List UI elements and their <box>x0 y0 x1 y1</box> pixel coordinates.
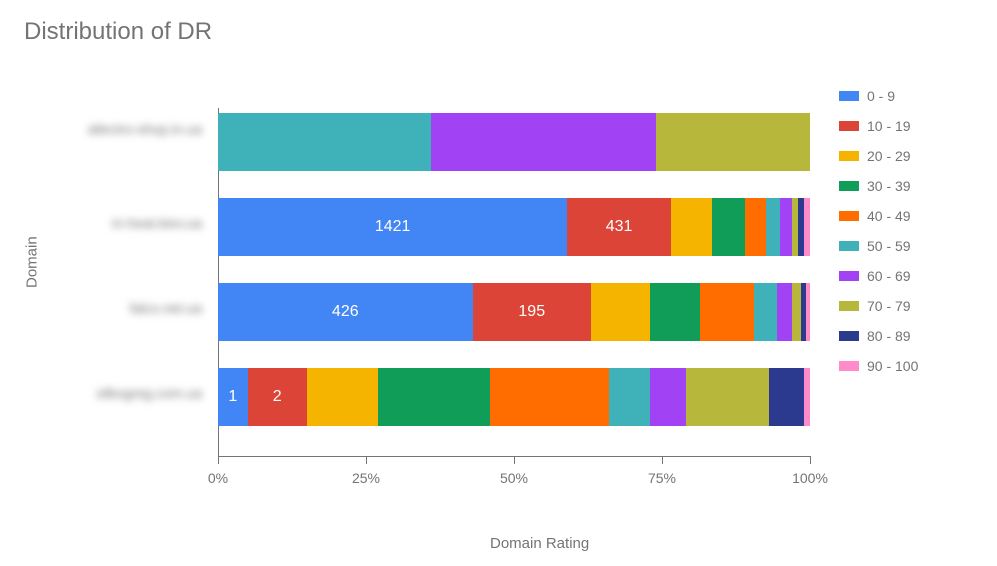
bar-segment <box>431 113 656 171</box>
legend-item: 50 - 59 <box>839 238 979 254</box>
bar-segment <box>490 368 608 426</box>
legend-swatch <box>839 211 859 221</box>
bar-segment <box>804 198 810 256</box>
bar-segment: 1 <box>218 368 248 426</box>
legend-swatch <box>839 91 859 101</box>
bar-value-label: 195 <box>518 303 545 321</box>
bar-segment <box>686 368 769 426</box>
x-tick <box>662 456 663 464</box>
y-axis-labels: allectro-shop.in.ua in-heat.kiev.ua falc… <box>58 108 210 456</box>
legend-label: 60 - 69 <box>867 268 911 284</box>
legend-item: 0 - 9 <box>839 88 979 104</box>
bar-segment <box>769 368 805 426</box>
bar-row <box>218 113 810 171</box>
bar-segment <box>591 283 650 341</box>
legend-item: 20 - 29 <box>839 148 979 164</box>
bar-row: 426 195 <box>218 283 810 341</box>
x-tick <box>810 456 811 464</box>
bar-row: 12 <box>218 368 810 426</box>
bar-segment <box>712 198 745 256</box>
bar-segment <box>806 283 810 341</box>
x-tick-label: 50% <box>500 470 528 486</box>
legend-label: 20 - 29 <box>867 148 911 164</box>
bar-segment <box>650 283 700 341</box>
legend-label: 50 - 59 <box>867 238 911 254</box>
legend-item: 40 - 49 <box>839 208 979 224</box>
x-axis-title: Domain Rating <box>490 535 589 552</box>
bar-segment: 431 <box>567 198 671 256</box>
x-tick-label: 75% <box>648 470 676 486</box>
legend-label: 70 - 79 <box>867 298 911 314</box>
bar-value-label: 426 <box>332 303 359 321</box>
legend-swatch <box>839 301 859 311</box>
bar-value-label: 1421 <box>375 218 411 236</box>
legend-label: 90 - 100 <box>867 358 918 374</box>
x-tick-label: 25% <box>352 470 380 486</box>
bar-segment <box>754 283 778 341</box>
bar-segment <box>656 113 810 171</box>
y-axis-label: in-heat.kiev.ua <box>112 216 202 231</box>
x-tick-label: 0% <box>208 470 228 486</box>
bar-value-label: 431 <box>606 218 633 236</box>
legend-swatch <box>839 151 859 161</box>
x-tick <box>218 456 219 464</box>
legend-swatch <box>839 271 859 281</box>
bar-segment <box>307 368 378 426</box>
y-axis-label: falco.net.ua <box>130 301 202 316</box>
chart-title: Distribution of DR <box>24 18 212 46</box>
bar-segment <box>777 283 792 341</box>
legend-label: 30 - 39 <box>867 178 911 194</box>
bar-segment <box>218 113 431 171</box>
bar-segment: 426 <box>218 283 473 341</box>
legend-label: 40 - 49 <box>867 208 911 224</box>
bar-segment: 2 <box>248 368 307 426</box>
legend-label: 0 - 9 <box>867 88 895 104</box>
legend-item: 80 - 89 <box>839 328 979 344</box>
legend-item: 60 - 69 <box>839 268 979 284</box>
bar-segment <box>766 198 781 256</box>
x-tick <box>514 456 515 464</box>
legend-item: 30 - 39 <box>839 178 979 194</box>
legend-label: 10 - 19 <box>867 118 911 134</box>
bar-segment <box>609 368 650 426</box>
bar-segment <box>671 198 712 256</box>
legend: 0 - 9 10 - 19 20 - 29 30 - 39 40 - 49 50… <box>839 88 979 388</box>
bar-segment <box>700 283 753 341</box>
legend-swatch <box>839 181 859 191</box>
bar-segment <box>804 368 810 426</box>
bar-row: 1421 431 <box>218 198 810 256</box>
legend-swatch <box>839 361 859 371</box>
y-axis-label: silkogreg.com.ua <box>96 386 202 401</box>
bar-segment <box>378 368 490 426</box>
bar-segment <box>650 368 686 426</box>
legend-swatch <box>839 331 859 341</box>
bar-value-label: 2 <box>273 388 282 406</box>
bar-segment <box>792 283 801 341</box>
bar-segment: 195 <box>473 283 591 341</box>
bar-segment <box>780 198 792 256</box>
bar-segment: 1421 <box>218 198 567 256</box>
y-axis-title: Domain <box>24 236 41 288</box>
legend-swatch <box>839 121 859 131</box>
legend-item: 10 - 19 <box>839 118 979 134</box>
x-axis-ticks: 0% 25% 50% 75% 100% <box>218 456 810 516</box>
legend-item: 70 - 79 <box>839 298 979 314</box>
bar-value-label: 1 <box>228 388 237 406</box>
x-tick <box>366 456 367 464</box>
legend-item: 90 - 100 <box>839 358 979 374</box>
bar-segment <box>745 198 766 256</box>
x-tick-label: 100% <box>792 470 828 486</box>
chart-plot-area: 1421431 426195 12 <box>218 108 810 456</box>
legend-swatch <box>839 241 859 251</box>
y-axis-label: allectro-shop.in.ua <box>88 122 202 137</box>
legend-label: 80 - 89 <box>867 328 911 344</box>
